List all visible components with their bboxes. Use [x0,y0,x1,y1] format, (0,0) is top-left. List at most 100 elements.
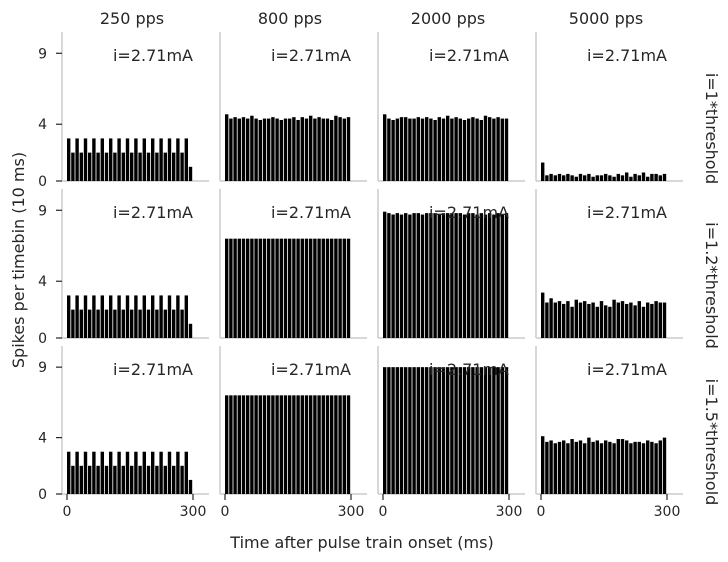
bar [75,451,79,494]
bar [142,451,146,494]
bar [446,367,450,494]
bar [608,175,612,181]
bar [479,367,483,494]
bar [467,213,471,338]
bar [96,152,100,181]
bar [237,238,241,338]
bar [338,395,342,494]
bar [541,436,545,494]
bar [292,395,296,494]
bar [279,395,283,494]
current-annotation: i=2.71mA [113,203,193,222]
bar [646,302,650,338]
bar [321,118,325,181]
bar [458,118,462,181]
bar [334,395,338,494]
bar [620,301,625,338]
column-title: 800 pps [258,9,322,28]
bar [117,138,121,181]
bar [471,117,475,181]
bar [658,175,662,181]
bar [138,152,142,181]
bar [557,441,562,494]
bar [317,117,321,181]
bar [545,302,549,338]
bar [425,213,429,338]
bar [250,115,254,181]
bar [79,309,83,338]
bar [604,440,608,494]
bar [387,213,391,338]
bar [662,437,667,494]
bar [620,175,625,181]
panel: i=2.71mA 0 300 [535,346,683,520]
bar [399,214,404,338]
bar [262,238,267,338]
bar [654,301,658,338]
bar [458,213,462,338]
bar [346,117,351,181]
bar [637,301,641,338]
bar [346,238,351,338]
bar [416,367,420,494]
bar [83,451,88,494]
x-axis-label: Time after pulse train onset (ms) [229,533,493,552]
bar [342,238,346,338]
bar [450,118,454,181]
bar [67,138,71,181]
y-tick-label: 4 [38,274,47,290]
bar [599,443,604,494]
bar [146,152,151,181]
bar [471,213,475,338]
x-tick-label: 0 [379,504,388,520]
bar [608,306,612,338]
bar [330,119,334,181]
bar [662,173,667,181]
bar [113,465,117,494]
bar [334,115,338,181]
bar [262,118,267,181]
bar [96,309,100,338]
bar [616,173,620,181]
bar [300,117,304,181]
panel: i=2.71mA [377,32,525,182]
bar [574,441,578,494]
bar [383,211,387,338]
bar [309,115,313,181]
bar [338,238,342,338]
bar [237,395,241,494]
bar [241,395,246,494]
bar [75,295,79,338]
bar [433,367,437,494]
bar [92,138,96,181]
bar [450,213,454,338]
bar [225,114,229,181]
bar [267,395,271,494]
bar [412,118,416,181]
bar [404,213,408,338]
bar [233,238,237,338]
bar [629,302,633,338]
bar [629,443,633,494]
bar [275,238,279,338]
bar [612,443,616,494]
x-tick-label: 0 [537,504,546,520]
bar [151,295,155,338]
bar [633,441,637,494]
bar [258,119,262,181]
x-tick-label: 300 [654,504,681,520]
bar [258,238,262,338]
bar [71,152,75,181]
bar [146,309,151,338]
bar [612,176,616,181]
bar [163,465,167,494]
bar [591,176,595,181]
bar [67,451,71,494]
bar [304,118,309,181]
bar [595,306,599,338]
bar [562,440,566,494]
bar [176,295,180,338]
bar [325,395,330,494]
current-annotation: i=2.71mA [429,46,509,65]
bar [574,176,578,181]
